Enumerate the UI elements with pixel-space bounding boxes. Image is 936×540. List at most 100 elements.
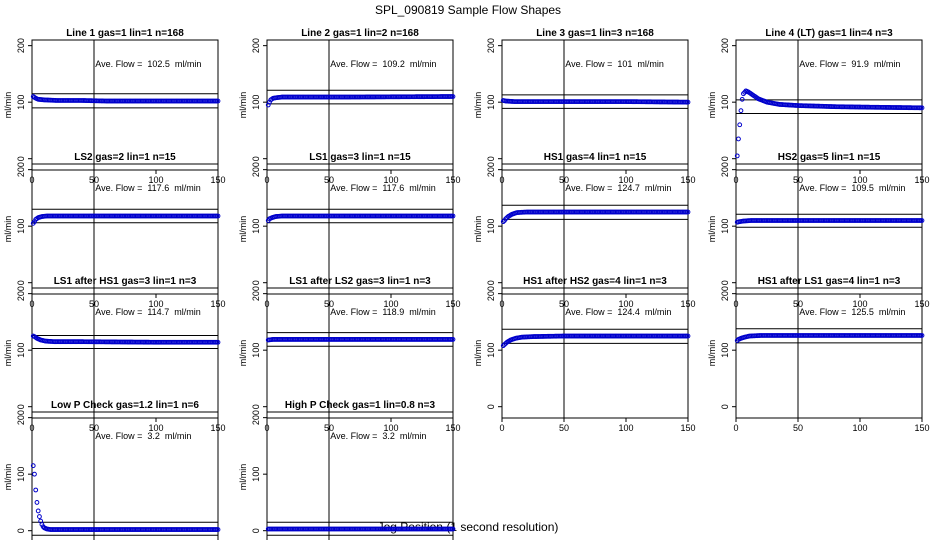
panel-title: Line 2 gas=1 lin=2 n=168 — [301, 28, 419, 39]
y-tick-label: 0 — [720, 280, 730, 285]
panel-14: High P Check gas=1 lin=0.8 n=3 Ave. Flow … — [238, 400, 456, 540]
x-tick-label: 100 — [383, 423, 398, 433]
average-flow-label: Ave. Flow = 125.5 ml/min — [799, 307, 905, 317]
y-tick-label: 100 — [251, 219, 261, 234]
y-axis-label: ml/min — [3, 216, 13, 243]
y-tick-label: 100 — [486, 219, 496, 234]
y-tick-label: 100 — [16, 95, 26, 110]
plot-frame — [266, 287, 454, 419]
y-tick-label: 100 — [16, 467, 26, 482]
x-tick-label: 100 — [383, 299, 398, 309]
figure-title: SPL_090819 Sample Flow Shapes — [375, 3, 561, 17]
data-point — [215, 527, 221, 532]
y-tick-label: 200 — [251, 410, 261, 425]
panel-5: LS2 gas=2 lin=1 n=15 Ave. Flow = 117.6 ml… — [3, 152, 226, 309]
y-axis-label: ml/min — [707, 340, 717, 367]
panel-title: High P Check gas=1 lin=0.8 n=3 — [285, 400, 436, 411]
panel-title: Line 1 gas=1 lin=1 n=168 — [66, 28, 184, 39]
y-tick-label: 0 — [486, 156, 496, 161]
data-point — [215, 98, 221, 104]
plot-frame — [501, 39, 689, 171]
average-flow-label: Ave. Flow = 101 ml/min — [565, 59, 664, 69]
data-point — [35, 508, 41, 514]
y-axis-label: ml/min — [707, 92, 717, 119]
y-tick-label: 100 — [251, 95, 261, 110]
x-tick-label: 50 — [559, 423, 569, 433]
y-tick-label: 0 — [486, 280, 496, 285]
data-point — [685, 333, 691, 339]
y-tick-label: 100 — [720, 219, 730, 234]
data-point — [739, 96, 745, 102]
average-flow-label: Ave. Flow = 109.2 ml/min — [330, 59, 436, 69]
y-tick-label: 0 — [16, 156, 26, 161]
data-point — [37, 514, 42, 519]
panel-title: LS1 gas=3 lin=1 n=15 — [309, 152, 411, 163]
y-tick-label: 100 — [251, 343, 261, 358]
y-tick-label: 0 — [16, 404, 26, 409]
x-tick-label: 100 — [148, 423, 163, 433]
data-point — [685, 99, 691, 105]
x-tick-label: 100 — [852, 175, 867, 185]
y-tick-label: 200 — [251, 286, 261, 301]
plot-frame — [735, 39, 923, 171]
data-series — [265, 94, 456, 108]
y-tick-label: 200 — [16, 410, 26, 425]
average-flow-label: Ave. Flow = 124.4 ml/min — [565, 307, 671, 317]
panel-10: LS1 after LS2 gas=3 lin=1 n=3 Ave. Flow =… — [238, 276, 461, 433]
plot-frame — [501, 163, 689, 295]
x-tick-label: 150 — [914, 423, 929, 433]
plot-frame — [31, 39, 219, 171]
data-point — [736, 136, 741, 142]
data-point — [919, 218, 925, 223]
x-tick-label: 100 — [148, 175, 163, 185]
y-tick-label: 100 — [486, 95, 496, 110]
panel-title: HS1 after HS2 gas=4 lin=1 n=3 — [523, 276, 667, 287]
y-tick-label: 200 — [16, 162, 26, 177]
y-tick-label: 100 — [486, 343, 496, 358]
panel-title: HS1 after LS1 gas=4 lin=1 n=3 — [758, 276, 901, 287]
panel-13: Low P Check gas=1.2 lin=1 n=6 Ave. Flow =… — [3, 400, 221, 540]
data-point — [215, 339, 221, 345]
data-point — [30, 463, 36, 469]
average-flow-label: Ave. Flow = 117.6 ml/min — [95, 183, 200, 193]
y-tick-label: 0 — [251, 280, 261, 285]
y-tick-label: 200 — [486, 286, 496, 301]
plot-frame — [735, 287, 923, 419]
panel-title: LS1 after LS2 gas=3 lin=1 n=3 — [289, 276, 431, 287]
y-tick-label: 0 — [251, 528, 261, 533]
plot-frame — [266, 39, 454, 171]
data-point — [450, 526, 456, 532]
x-tick-label: 0 — [733, 423, 738, 433]
y-tick-label: 100 — [720, 343, 730, 358]
y-tick-label: 200 — [720, 38, 730, 53]
y-tick-label: 0 — [251, 156, 261, 161]
x-tick-label: 100 — [618, 299, 633, 309]
y-tick-label: 200 — [486, 162, 496, 177]
average-flow-label: Ave. Flow = 114.7 ml/min — [95, 307, 200, 317]
y-tick-label: 0 — [16, 280, 26, 285]
y-tick-label: 0 — [251, 404, 261, 409]
plot-frame — [266, 411, 454, 540]
data-point — [215, 213, 221, 219]
x-tick-label: 100 — [148, 299, 163, 309]
data-series — [265, 526, 456, 532]
data-point — [685, 209, 691, 215]
panel-2: Line 2 gas=1 lin=2 n=168 Ave. Flow = 109.… — [238, 28, 461, 185]
panel-title: HS1 gas=4 lin=1 n=15 — [544, 152, 647, 163]
average-flow-label: Ave. Flow = 91.9 ml/min — [799, 59, 900, 69]
panel-title: Low P Check gas=1.2 lin=1 n=6 — [51, 400, 199, 411]
y-axis-label: ml/min — [238, 216, 248, 243]
average-flow-label: Ave. Flow = 109.5 ml/min — [799, 183, 905, 193]
data-series — [30, 94, 221, 104]
data-point — [34, 500, 40, 505]
panel-title: Line 4 (LT) gas=1 lin=4 n=3 — [765, 28, 893, 39]
y-tick-label: 100 — [720, 95, 730, 110]
y-axis-label: ml/min — [238, 92, 248, 119]
y-axis-label: ml/min — [473, 92, 483, 119]
y-tick-label: 100 — [16, 219, 26, 234]
plot-frame — [31, 287, 219, 419]
panel-11: HS1 after HS2 gas=4 lin=1 n=3 Ave. Flow =… — [473, 276, 696, 433]
x-tick-label: 50 — [793, 423, 803, 433]
data-series — [734, 333, 925, 343]
